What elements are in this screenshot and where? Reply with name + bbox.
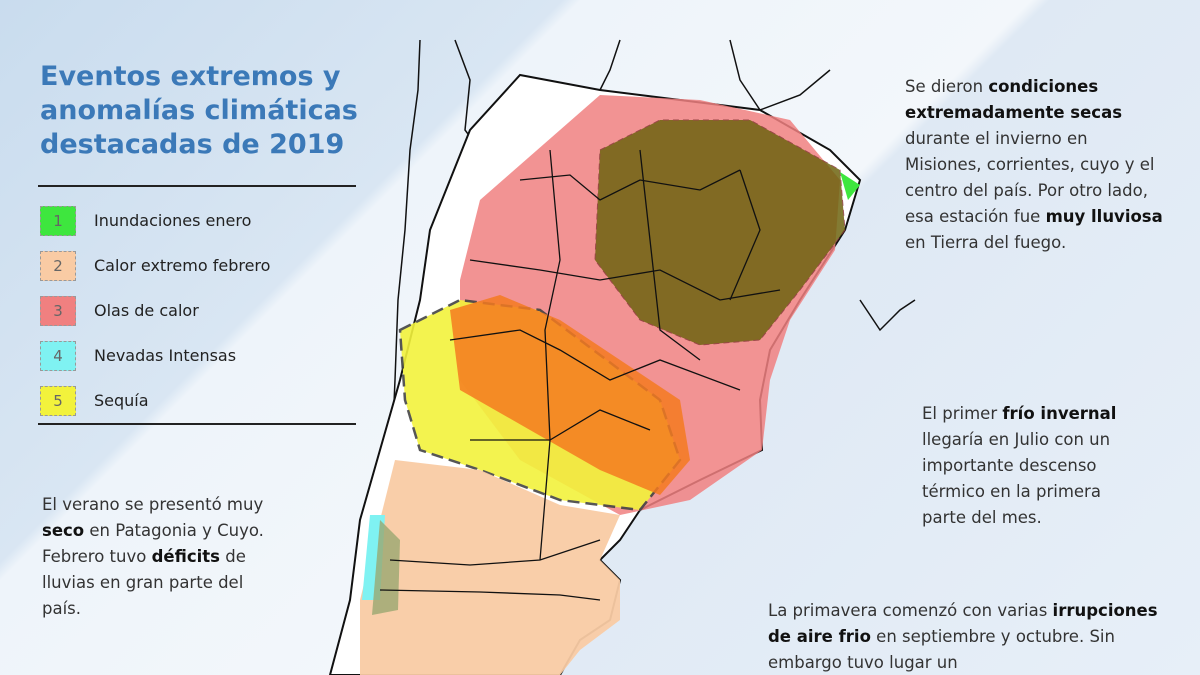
note-text: déficits xyxy=(151,547,220,566)
divider xyxy=(38,185,356,187)
legend-item: 3 Olas de calor xyxy=(40,288,270,333)
note-text: frío invernal xyxy=(1002,404,1117,423)
region-extreme-heat xyxy=(360,460,620,675)
note-text: en Tierra del fuego. xyxy=(905,233,1067,252)
note-text: El primer xyxy=(922,404,1003,423)
note-text: La primavera comenzó con varias xyxy=(768,601,1053,620)
legend-item: 1 Inundaciones enero xyxy=(40,198,270,243)
note-text: muy lluviosa xyxy=(1045,207,1163,226)
note-text: durante el invierno en Misiones, corrien… xyxy=(905,129,1155,226)
note-text: seco xyxy=(42,521,85,540)
legend-label: Nevadas Intensas xyxy=(94,346,237,365)
note-text: llegaría en Julio con un importante desc… xyxy=(922,430,1111,527)
region-dry-winter xyxy=(594,119,846,346)
legend-item: 4 Nevadas Intensas xyxy=(40,333,270,378)
note-text: en Patagonia y Cuyo. Febrero tuvo xyxy=(42,521,264,566)
legend-label: Inundaciones enero xyxy=(94,211,252,230)
note-text: en septiembre y octubre. Sin embargo tuv… xyxy=(768,627,1115,672)
divider xyxy=(38,423,356,425)
title: Eventos extremos y anomalías climáticas … xyxy=(40,61,358,160)
region-floods xyxy=(840,172,860,200)
region-overlap-south xyxy=(372,520,400,615)
legend-swatch: 1 xyxy=(40,205,76,236)
note-text: irrupciones de aire frio xyxy=(768,601,1158,646)
legend-label: Olas de calor xyxy=(94,301,199,320)
note-text: El verano se presentó muy xyxy=(42,495,264,514)
legend-swatch: 2 xyxy=(40,250,76,281)
region-overlap xyxy=(450,295,690,495)
note: El primer frío invernal llegaría en Juli… xyxy=(922,401,1137,531)
note: La primavera comenzó con varias irrupcio… xyxy=(768,598,1168,675)
note-text: condiciones extremadamente secas xyxy=(905,77,1123,122)
legend-label: Sequía xyxy=(94,391,149,410)
legend-swatch: 5 xyxy=(40,385,76,416)
note-text: Se dieron xyxy=(905,77,989,96)
note: El verano se presentó muy seco en Patago… xyxy=(42,492,282,622)
legend: 1 Inundaciones enero 2 Calor extremo febrer… xyxy=(40,198,270,423)
legend-item: 2 Calor extremo febrero xyxy=(40,243,270,288)
legend-label: Calor extremo febrero xyxy=(94,256,271,275)
note: Se dieron condiciones extremadamente sec… xyxy=(905,74,1165,256)
legend-swatch: 4 xyxy=(40,340,76,371)
legend-swatch: 3 xyxy=(40,295,76,326)
note-text: de lluvias en gran parte del país. xyxy=(42,547,246,618)
legend-item: 5 Sequía xyxy=(40,378,270,423)
